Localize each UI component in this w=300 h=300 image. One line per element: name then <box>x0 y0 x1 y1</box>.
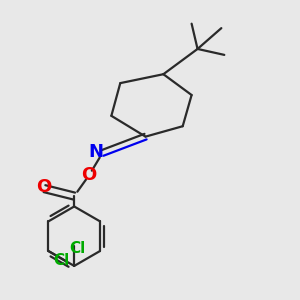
Text: N: N <box>88 143 104 161</box>
Text: O: O <box>36 178 52 196</box>
Text: Cl: Cl <box>70 241 86 256</box>
Text: Cl: Cl <box>53 254 69 268</box>
Text: O: O <box>81 166 97 184</box>
